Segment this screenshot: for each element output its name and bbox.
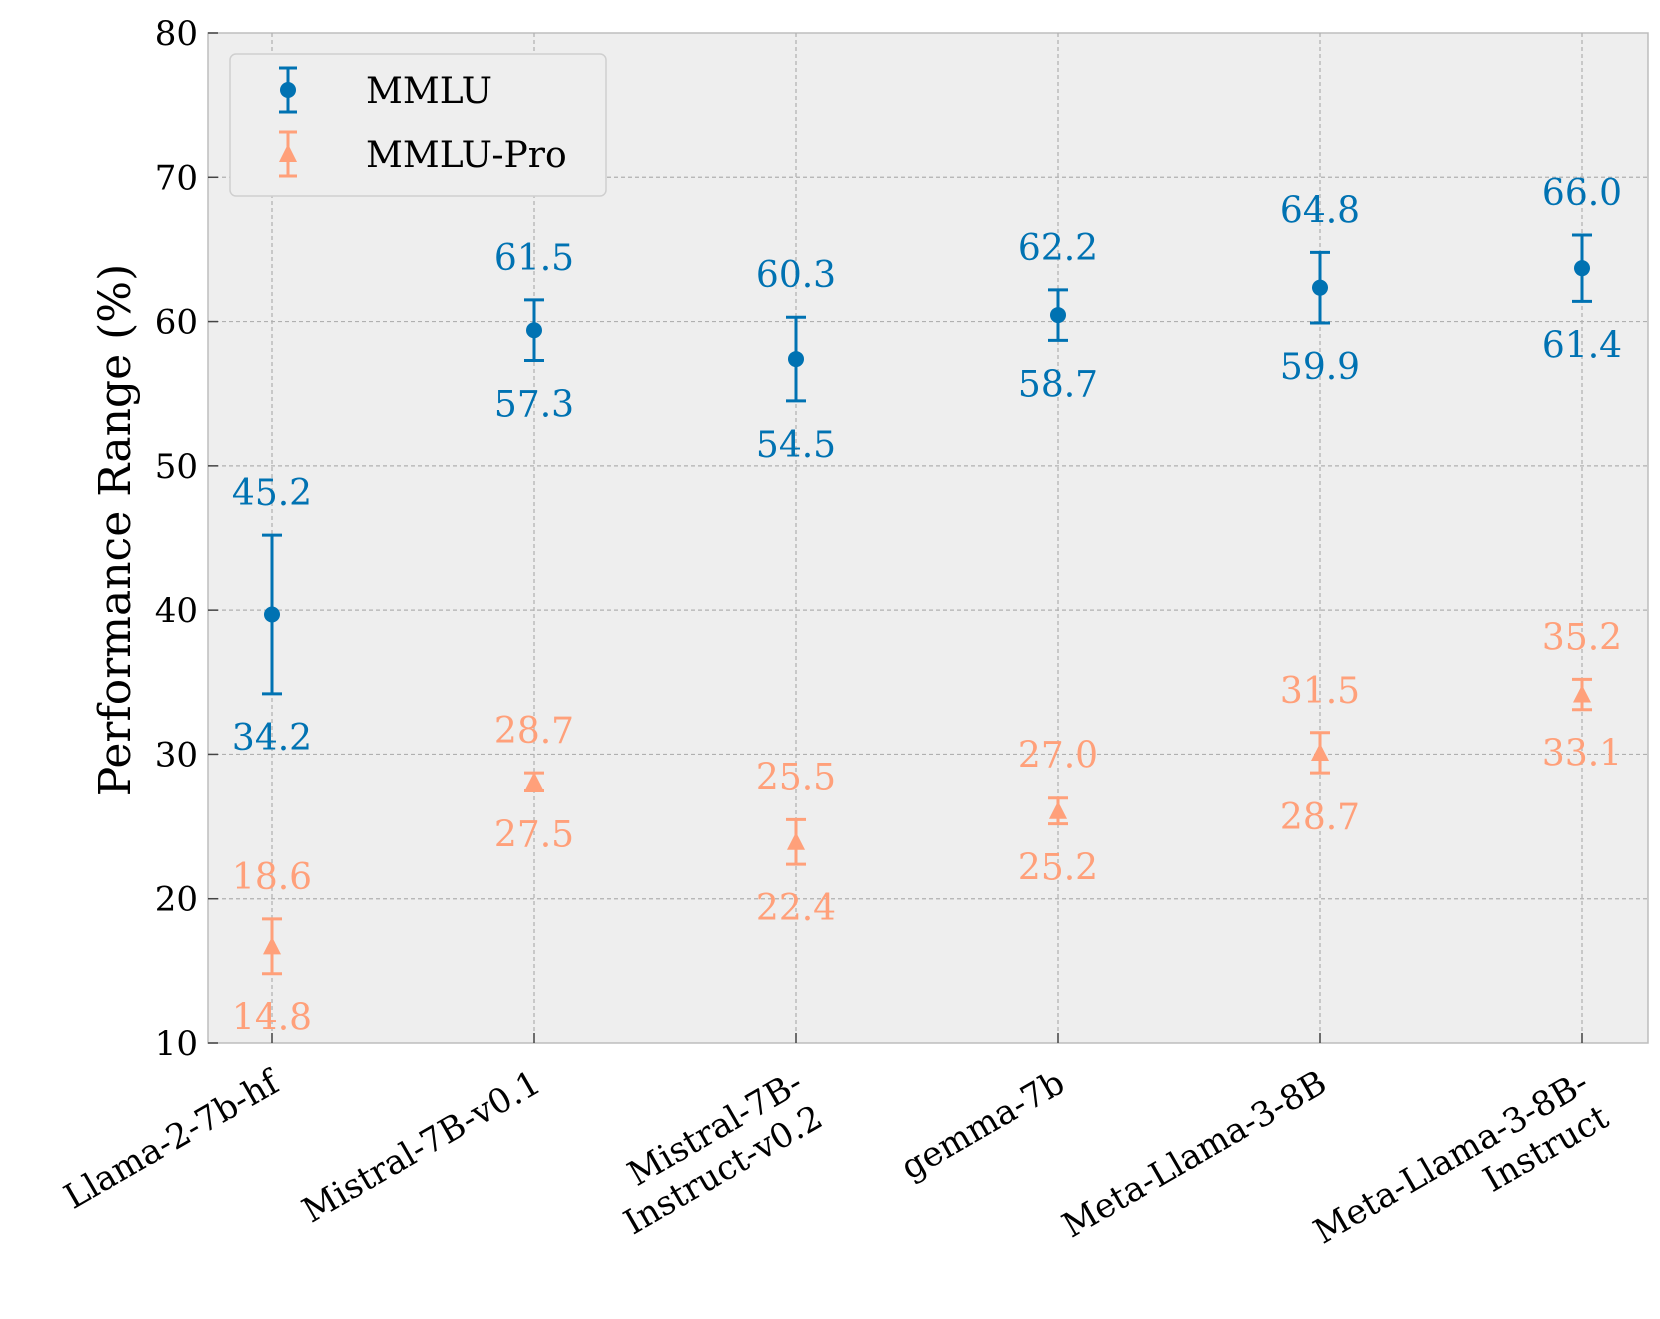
data-label-min: 61.4	[1542, 325, 1622, 366]
x-tick-label-group: Meta-Llama-3-8B	[1056, 1063, 1334, 1247]
data-label-max: 60.3	[756, 255, 836, 296]
data-point	[526, 322, 542, 339]
y-tick-label: 40	[155, 591, 198, 631]
data-point	[1574, 260, 1590, 277]
y-axis-label: Performance Range (%)	[90, 264, 141, 797]
data-label-min: 34.2	[232, 718, 312, 759]
data-label-max: 35.2	[1542, 617, 1622, 658]
data-point	[1050, 307, 1066, 324]
legend: MMLU MMLU-Pro	[229, 53, 607, 197]
data-label-min: 58.7	[1018, 364, 1098, 405]
x-axis: Llama-2-7b-hf Mistral-7B-v0.1 Mistral-7B-I…	[57, 1033, 1616, 1253]
data-label-min: 59.9	[1280, 347, 1360, 388]
y-tick-label: 10	[155, 1024, 198, 1064]
legend-label: MMLU	[366, 71, 492, 112]
x-tick-label: Meta-Llama-3-8B	[1056, 1063, 1334, 1247]
y-tick-label: 60	[155, 303, 198, 343]
legend-marker-circle	[280, 82, 296, 98]
x-tick-label: Llama-2-7b-hf	[57, 1061, 287, 1217]
data-label-max: 27.0	[1018, 736, 1098, 777]
y-tick-label: 50	[155, 447, 198, 487]
data-label-min: 27.5	[494, 815, 574, 856]
data-label-min: 25.2	[1018, 848, 1098, 889]
y-tick-label: 20	[155, 880, 198, 920]
data-label-max: 66.0	[1542, 173, 1622, 214]
data-label-min: 28.7	[1280, 797, 1360, 838]
x-tick-label-group: Meta-Llama-3-8B-Instruct	[1307, 1063, 1616, 1253]
data-point	[1049, 801, 1067, 819]
data-label-max: 25.5	[756, 757, 836, 798]
y-tick-label: 80	[155, 14, 198, 54]
y-axis: 10 20 30 40 50 60 70 80	[155, 14, 218, 1064]
plot-background	[207, 32, 1649, 1044]
legend-label: MMLU-Pro	[366, 135, 567, 176]
x-tick-label: Mistral-7B-v0.1	[296, 1063, 548, 1231]
data-label-max: 45.2	[232, 473, 312, 514]
data-label-max: 31.5	[1280, 671, 1360, 712]
data-point	[787, 832, 805, 850]
data-label-min: 14.8	[232, 998, 312, 1039]
data-label-min: 22.4	[756, 888, 836, 929]
grid	[208, 33, 1648, 1043]
data-marks: 45.2 34.2 61.5 57.3 60.3 54.5 62.2 58.7 64.8 59.9…	[232, 173, 1622, 1039]
data-point	[1312, 279, 1328, 296]
data-label-max: 28.7	[494, 711, 574, 752]
data-label-min: 57.3	[494, 385, 574, 426]
data-point	[1311, 743, 1329, 761]
data-label-min: 54.5	[756, 425, 836, 466]
data-point	[263, 936, 281, 955]
legend-box	[229, 53, 607, 197]
x-tick-label-group: gemma-7b	[894, 1063, 1071, 1188]
data-point	[525, 772, 543, 790]
y-tick-label: 30	[155, 735, 198, 775]
legend-marker-triangle	[279, 144, 297, 162]
x-tick-label: gemma-7b	[894, 1063, 1071, 1188]
data-label-max: 61.5	[494, 238, 574, 279]
data-point	[1573, 684, 1591, 703]
data-label-min: 33.1	[1542, 734, 1622, 775]
data-label-max: 18.6	[232, 857, 312, 898]
x-tick-label-group: Mistral-7B-v0.1	[296, 1063, 548, 1231]
data-point	[264, 606, 280, 623]
x-tick-label-group: Mistral-7B-Instruct-v0.2	[617, 1063, 829, 1243]
data-label-max: 64.8	[1280, 190, 1360, 231]
data-point	[788, 351, 804, 368]
y-tick-label: 70	[155, 158, 198, 198]
x-tick-label-group: Llama-2-7b-hf	[57, 1061, 287, 1217]
data-label-max: 62.2	[1018, 228, 1098, 269]
